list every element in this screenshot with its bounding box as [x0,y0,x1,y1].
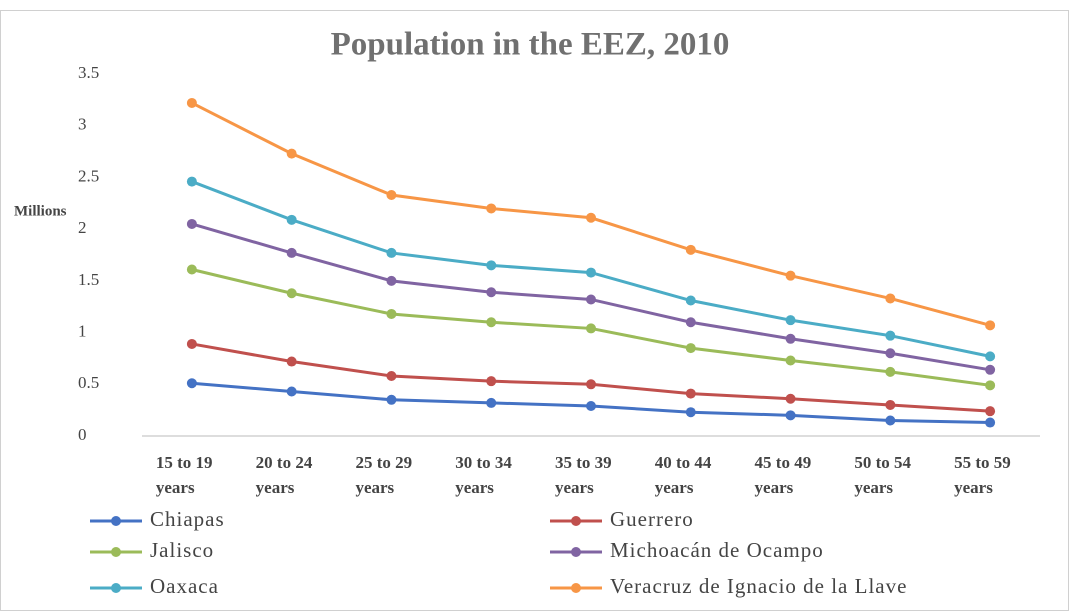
point [286,247,297,258]
point [286,356,297,367]
point [885,330,896,341]
y-tick-label: 2.5 [78,166,99,185]
point [386,394,397,405]
legend-marker [571,583,581,593]
point [286,214,297,225]
y-axis-label: Millions [14,203,67,219]
point [386,308,397,319]
point [785,333,796,344]
point [985,406,996,417]
point [785,410,796,421]
point [885,366,896,377]
y-tick-label: 0.5 [78,373,99,392]
y-tick-label: 3 [78,115,87,134]
point [186,176,197,187]
point [486,203,497,214]
legend-label: Veracruz de Ignacio de la Llave [610,574,907,598]
point [586,323,596,334]
legend-label: Chiapas [150,507,225,531]
point [386,371,397,382]
x-tick-label: 25 to 29 years [355,453,413,497]
point [286,386,297,397]
point [685,244,696,255]
legend-label: Michoacán de Ocampo [610,538,824,562]
point [985,380,996,391]
point [885,415,896,426]
point [286,288,297,299]
point [685,343,696,354]
legend-marker [111,516,121,526]
legend-marker [111,547,121,557]
point [885,348,896,359]
point [386,190,397,201]
point [586,294,596,305]
point [186,218,197,229]
y-tick-label: 0 [78,425,87,444]
point [486,260,497,271]
point [586,379,596,390]
point [186,264,197,275]
point [785,270,796,281]
chart-title: Population in the EEZ, 2010 [331,27,730,63]
legend-label: Jalisco [150,538,214,562]
x-tick-label: 20 to 24 years [255,453,313,497]
y-tick-label: 2 [78,218,87,237]
point [685,407,696,418]
point [486,376,497,387]
point [885,293,896,304]
point [186,338,197,349]
point [685,317,696,328]
point [586,267,596,278]
legend-marker [571,516,581,526]
point [186,378,197,389]
x-tick-label: 40 to 44 years [654,453,712,497]
x-tick-label: 35 to 39 years [555,453,612,497]
point [685,295,696,306]
point [885,399,896,410]
point [985,320,996,331]
legend-label: Guerrero [610,507,694,531]
point [186,97,197,108]
point [586,212,596,223]
x-tick-label: 45 to 49 years [754,453,812,497]
frame [0,10,1069,611]
point [486,397,497,408]
point [785,393,796,404]
point [785,315,796,326]
x-tick-label: 15 to 19 years [155,453,213,497]
legend-marker [111,583,121,593]
point [386,247,397,258]
y-tick-label: 3.5 [78,63,99,82]
x-tick-label: 30 to 34 years [455,453,512,497]
legend-marker [571,547,581,557]
point [486,317,497,328]
point [386,275,397,286]
legend-label: Oaxaca [150,574,219,598]
y-tick-label: 1.5 [78,270,99,289]
x-tick-label: 50 to 54 years [854,453,911,497]
point [586,401,596,412]
point [785,355,796,366]
point [985,364,996,375]
point [286,148,297,159]
point [985,417,996,428]
point [486,287,497,298]
x-tick-label: 55 to 59 years [954,453,1011,497]
point [685,388,696,399]
point [985,351,996,362]
y-tick-label: 1 [78,321,87,340]
